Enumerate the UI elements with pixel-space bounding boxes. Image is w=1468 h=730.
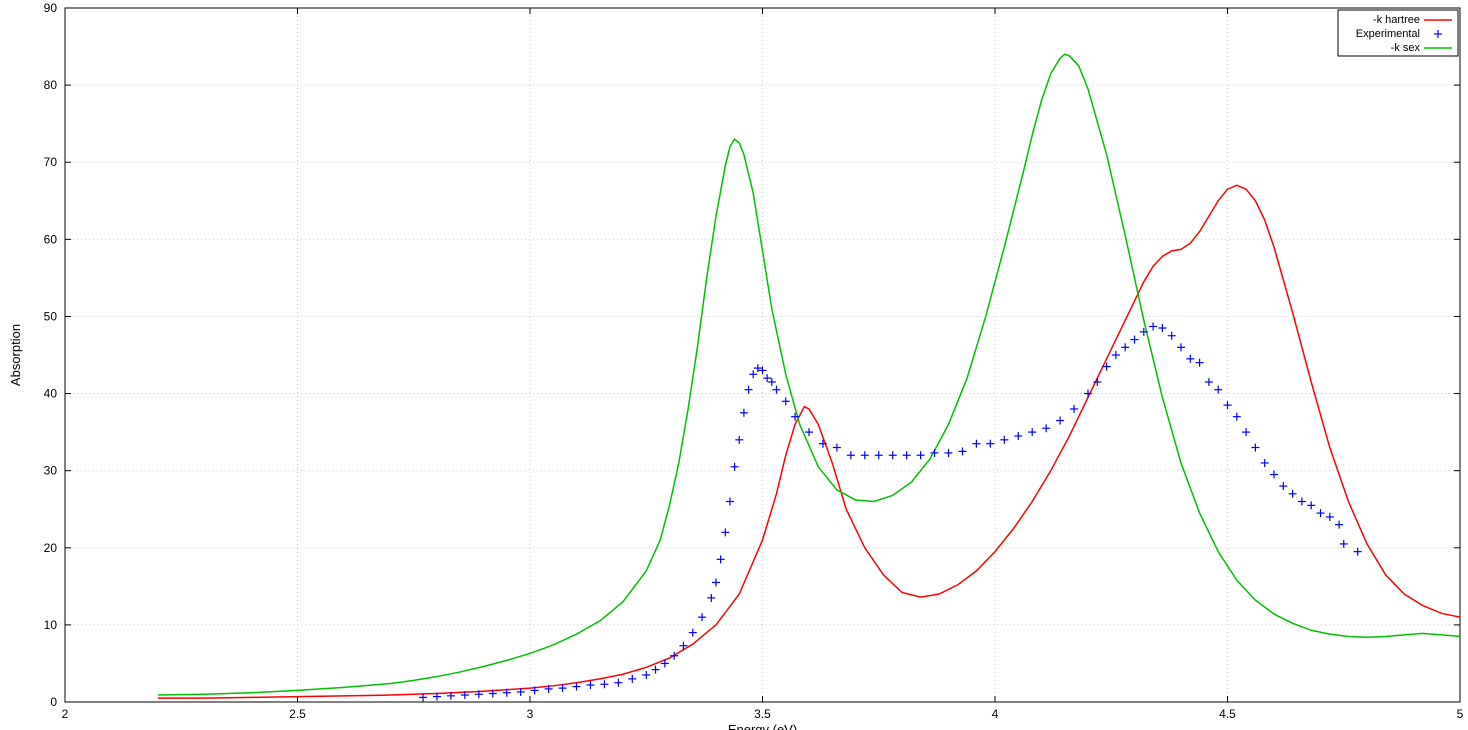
y-tick-label: 80 xyxy=(44,78,58,92)
series-point xyxy=(586,681,594,689)
series-point xyxy=(614,679,622,687)
series-point xyxy=(1224,401,1232,409)
series-point xyxy=(749,370,757,378)
series-point xyxy=(805,428,813,436)
y-tick-label: 30 xyxy=(44,464,58,478)
y-tick-label: 20 xyxy=(44,541,58,555)
series-point xyxy=(735,436,743,444)
y-tick-label: 60 xyxy=(44,232,58,246)
series-point xyxy=(833,444,841,452)
x-tick-label: 4 xyxy=(992,707,999,721)
series-point xyxy=(986,440,994,448)
series-point xyxy=(698,613,706,621)
series-point xyxy=(763,374,771,382)
series-point xyxy=(642,671,650,679)
series-point xyxy=(1186,355,1194,363)
series-point xyxy=(745,386,753,394)
series-point xyxy=(1307,501,1315,509)
series-point xyxy=(1298,498,1306,506)
series-point xyxy=(917,451,925,459)
series-point xyxy=(1205,378,1213,386)
series-point xyxy=(1326,513,1334,521)
series-point xyxy=(1070,405,1078,413)
series-point xyxy=(721,528,729,536)
series-point xyxy=(1056,417,1064,425)
series-point xyxy=(740,409,748,417)
series-point xyxy=(652,666,660,674)
legend-label: -k sex xyxy=(1391,42,1421,54)
chart-svg: 22.533.544.550102030405060708090Energy (… xyxy=(0,0,1468,730)
series-point xyxy=(600,680,608,688)
x-tick-label: 2 xyxy=(62,707,69,721)
series-point xyxy=(1261,459,1269,467)
series-point xyxy=(1196,359,1204,367)
y-tick-label: 90 xyxy=(44,1,58,15)
series-point xyxy=(707,594,715,602)
series-point xyxy=(717,555,725,563)
series-point xyxy=(1233,413,1241,421)
series-point xyxy=(861,451,869,459)
series-point xyxy=(847,451,855,459)
series-point xyxy=(903,451,911,459)
series-point xyxy=(1168,332,1176,340)
series-point xyxy=(772,386,780,394)
y-tick-label: 10 xyxy=(44,618,58,632)
series-point xyxy=(689,629,697,637)
series-point xyxy=(1028,428,1036,436)
series-point xyxy=(768,378,776,386)
x-tick-label: 3.5 xyxy=(754,707,771,721)
series-point xyxy=(875,451,883,459)
y-tick-label: 0 xyxy=(50,695,57,709)
x-axis-label: Energy (eV) xyxy=(728,722,797,730)
series-point xyxy=(889,451,897,459)
y-tick-label: 40 xyxy=(44,387,58,401)
series-point xyxy=(1042,424,1050,432)
series-point xyxy=(1131,336,1139,344)
series-point xyxy=(782,397,790,405)
series-point xyxy=(1270,471,1278,479)
series-point xyxy=(1214,386,1222,394)
legend-label: -k hartree xyxy=(1373,14,1420,26)
series-point xyxy=(1000,436,1008,444)
x-tick-label: 2.5 xyxy=(289,707,306,721)
absorption-chart: 22.533.544.550102030405060708090Energy (… xyxy=(0,0,1468,730)
series-point xyxy=(1112,351,1120,359)
series-point xyxy=(1149,322,1157,330)
legend-label: Experimental xyxy=(1356,28,1420,40)
series-point xyxy=(1242,428,1250,436)
series-line-0 xyxy=(158,185,1460,698)
x-tick-label: 5 xyxy=(1457,707,1464,721)
series-point xyxy=(1251,444,1259,452)
series-point xyxy=(1158,324,1166,332)
series-point xyxy=(1317,509,1325,517)
series-point xyxy=(1335,521,1343,529)
series-point xyxy=(1279,482,1287,490)
y-tick-label: 50 xyxy=(44,309,58,323)
series-point xyxy=(1340,540,1348,548)
y-axis-label: Absorption xyxy=(8,324,23,386)
y-tick-label: 70 xyxy=(44,155,58,169)
series-line-1 xyxy=(158,54,1460,695)
series-point xyxy=(958,447,966,455)
series-point xyxy=(731,463,739,471)
series-point xyxy=(1289,490,1297,498)
series-point xyxy=(712,578,720,586)
series-point xyxy=(628,675,636,683)
series-point xyxy=(1177,343,1185,351)
series-point xyxy=(972,440,980,448)
series-point xyxy=(1014,432,1022,440)
series-point xyxy=(1121,343,1129,351)
series-point xyxy=(945,449,953,457)
x-tick-label: 3 xyxy=(527,707,534,721)
series-point xyxy=(726,498,734,506)
x-tick-label: 4.5 xyxy=(1219,707,1236,721)
series-point xyxy=(1354,548,1362,556)
